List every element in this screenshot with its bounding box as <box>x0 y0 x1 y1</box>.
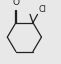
Text: O: O <box>13 0 20 7</box>
Text: Cl: Cl <box>38 5 46 14</box>
